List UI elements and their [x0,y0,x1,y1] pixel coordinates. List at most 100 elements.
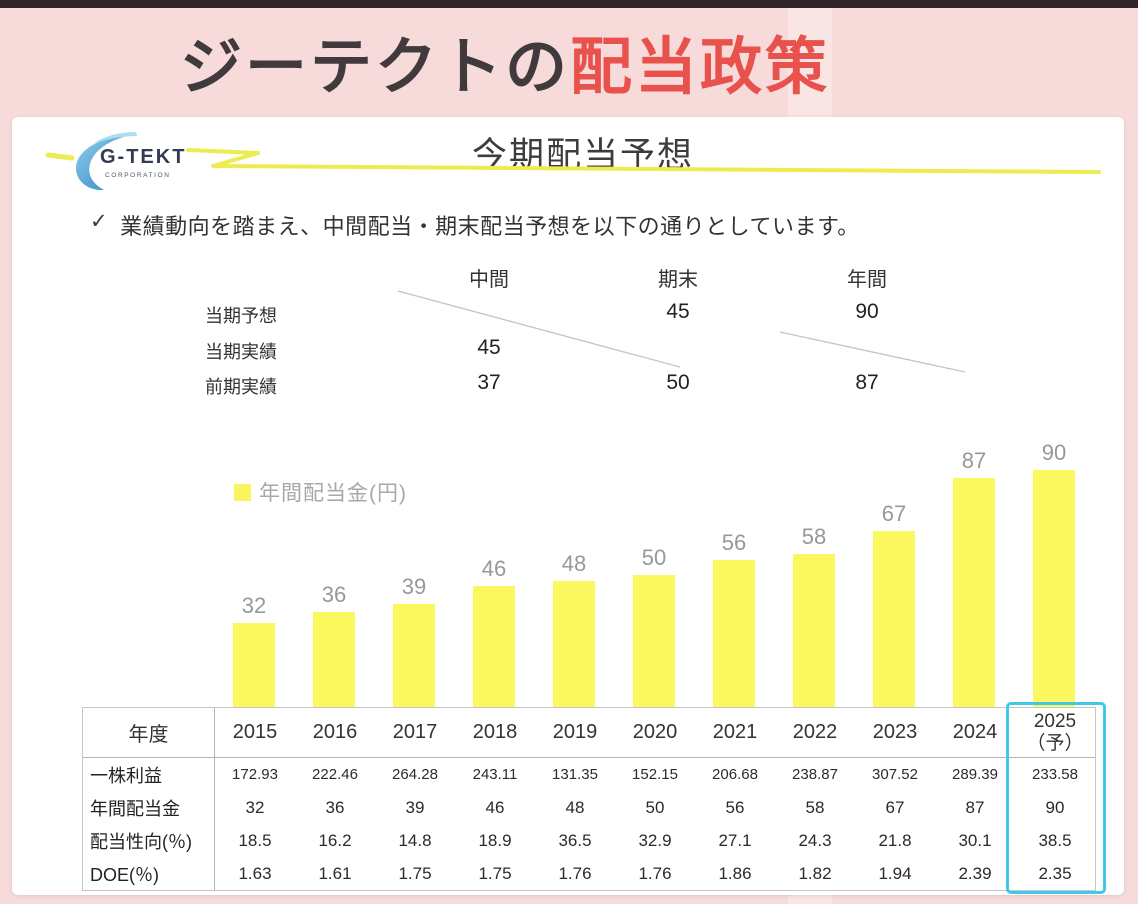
data-cell: 27.1 [718,830,752,850]
data-cell: 32.9 [638,830,672,850]
data-cell: 67 [885,797,905,817]
logo-swoosh-accent-icon [93,132,137,144]
data-cell: 36 [325,797,345,817]
data-cell: 222.46 [312,766,358,783]
chart-bar-value: 39 [401,574,427,599]
chart-bar [553,581,595,707]
data-cell: 307.52 [872,766,918,783]
summary-bullet-text: 業績動向を踏まえ、中間配当・期末配当予想を以下の通りとしています。 [120,214,860,239]
data-cell: 289.39 [952,766,998,783]
chart-bar [713,560,755,707]
row-label: 年間配当金 [83,791,215,824]
data-cell: 56 [725,797,745,817]
data-cell: 16.2 [318,830,352,850]
forecast-year-bottom: （予） [1026,732,1084,754]
chart-bar [393,604,435,707]
chart-bar [473,586,515,707]
summary-bullet: ✓ 業績動向を踏まえ、中間配当・期末配当予想を以下の通りとしています。 [90,209,860,241]
checkmark-icon: ✓ [90,210,109,233]
forecast-col-header-yearend: 期末 [658,269,698,291]
data-cell: 1.76 [638,863,672,883]
data-cell: 238.87 [792,766,838,783]
data-cell: 1.75 [398,863,432,883]
page-title: ジーテクトの配当政策 [0,16,1010,106]
chart-bar-value: 46 [481,556,507,581]
chart-bar [953,478,995,707]
dividend-history-table: 年度 2015 2016 2017 2018 2019 2020 2021 2022 2023 20… [82,707,1096,891]
data-cell: 50 [645,797,665,817]
year-header: 2019 [535,708,615,758]
chart-bar [873,531,915,707]
forecast-value: 87 [855,371,879,394]
logo-subtext: CORPORATION [105,172,171,179]
row-label: 一株利益 [83,758,215,791]
data-cell: 32 [245,797,265,817]
data-cell: 38.5 [1038,830,1072,850]
logo-text: G-TEKT [100,146,186,168]
chart-bar [313,612,355,707]
data-cell: 18.9 [478,830,512,850]
year-header: 2016 [295,708,375,758]
data-cell: 48 [565,797,585,817]
year-header: 2020 [615,708,695,758]
forecast-col-header-annual: 年間 [847,269,887,291]
chart-bar [633,575,675,707]
year-header: 2021 [695,708,775,758]
data-cell: 21.8 [878,830,912,850]
data-cell: 18.5 [238,830,272,850]
data-cell: 131.35 [552,766,598,783]
chart-bar-value: 36 [321,582,347,607]
forecast-year-top: 2025 [1033,711,1077,733]
data-cell: 24.3 [798,830,832,850]
year-corner-header: 年度 [83,708,215,758]
data-cell: 233.58 [1032,766,1078,783]
forecast-value: 45 [666,300,690,323]
chart-bar-value: 58 [801,524,827,549]
data-cell: 2.35 [1038,863,1072,883]
data-cell: 1.94 [878,863,912,883]
data-cell: 206.68 [712,766,758,783]
forecast-value: 45 [477,336,501,359]
data-cell: 1.76 [558,863,592,883]
forecast-value: 37 [477,371,501,394]
forecast-value: 50 [666,371,690,394]
data-cell: 264.28 [392,766,438,783]
data-cell: 36.5 [558,830,592,850]
legend-color-swatch-icon [234,483,251,501]
year-header: 2023 [855,708,935,758]
year-header: 2018 [455,708,535,758]
data-cell: 1.75 [478,863,512,883]
forecast-row-label: 前期実績 [205,377,277,397]
row-label: DOE(％) [83,857,215,890]
data-cell: 30.1 [958,830,992,850]
chart-bar-value: 87 [961,448,987,473]
legend-label: 年間配当金(円) [259,482,407,505]
slide-card: G-TEKT CORPORATION 今期配当予想 ✓ 業績動向を踏まえ、中間配… [12,117,1124,895]
chart-bar-value: 50 [641,545,667,570]
forecast-value: 90 [855,300,879,323]
row-label: 配当性向(％) [83,824,215,857]
data-cell: 1.63 [238,863,272,883]
logo-swoosh-icon [76,134,134,191]
data-cell: 1.82 [798,863,832,883]
chart-bar-value: 56 [721,530,747,555]
page-title-company: ジーテクトの [179,33,570,102]
dividend-bar-chart: 32 36 39 46 48 50 56 58 67 87 90 [12,117,1124,895]
year-header-forecast: 2025 （予） [1015,708,1095,758]
chart-bar-value: 90 [1041,440,1067,465]
page-title-topic: 配当政策 [570,33,831,102]
data-cell: 1.86 [718,863,752,883]
chart-legend: 年間配当金(円) [234,477,407,507]
forecast-row-label: 当期実績 [205,342,277,362]
top-accent-bar [0,0,1138,8]
data-cell: 39 [405,797,425,817]
chart-bar-value: 32 [241,593,267,618]
year-header: 2022 [775,708,855,758]
data-cell: 90 [1045,797,1065,817]
forecast-row-label: 当期予想 [205,306,277,326]
chart-bar [1033,470,1075,707]
forecast-col-header-interim: 中間 [469,269,509,291]
data-cell: 2.39 [958,863,992,883]
data-cell: 243.11 [472,766,518,783]
data-cell: 152.15 [632,766,678,783]
